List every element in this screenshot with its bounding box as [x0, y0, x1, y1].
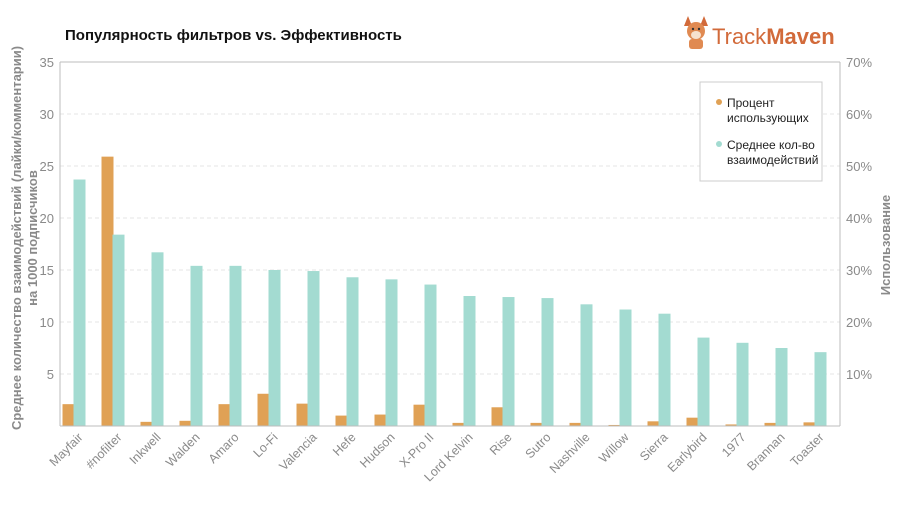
- bar-avg-engagement: [268, 270, 281, 426]
- x-tick-label: Earlybird: [665, 430, 710, 475]
- bar-percent-users: [257, 393, 270, 426]
- brand-logo: TrackMaven: [684, 16, 835, 49]
- bar-avg-engagement: [541, 298, 554, 426]
- x-tick-label: Toaster: [788, 430, 827, 469]
- bar-avg-engagement: [151, 252, 164, 426]
- left-axis-tick-label: 25: [40, 159, 54, 174]
- legend-label-percent-line1: Процент: [727, 96, 775, 110]
- bar-avg-engagement: [658, 313, 671, 426]
- left-axis-tick-label: 30: [40, 107, 54, 122]
- bar-avg-engagement: [619, 309, 632, 426]
- x-tick-label: #nofilter: [83, 430, 124, 471]
- x-tick-label: Hudson: [357, 430, 397, 470]
- bar-avg-engagement: [814, 352, 827, 426]
- bar-percent-users: [62, 404, 75, 426]
- bar-percent-users: [530, 422, 543, 426]
- bar-avg-engagement: [229, 265, 242, 426]
- x-tick-label: Brannan: [744, 430, 787, 473]
- x-tick-label: Willow: [596, 430, 632, 466]
- x-tick-label: Sierra: [637, 430, 671, 464]
- axes: [59, 61, 841, 427]
- bar-percent-users: [452, 422, 465, 426]
- bar-avg-engagement: [307, 271, 320, 426]
- left-axis-tick-label: 5: [47, 367, 54, 382]
- corgi-dog-icon: [684, 16, 708, 49]
- left-axis-tick-label: 35: [40, 55, 54, 70]
- right-axis-tick-label: 40%: [846, 211, 872, 226]
- bar-avg-engagement: [424, 284, 437, 426]
- gridlines: [60, 113, 840, 375]
- right-axis-tick-label: 60%: [846, 107, 872, 122]
- bar-percent-users: [491, 407, 504, 426]
- x-tick-label: Amaro: [206, 430, 242, 466]
- bar-avg-engagement: [385, 279, 398, 426]
- left-axis-title-line2: на 1000 подписчиков: [25, 170, 40, 306]
- right-axis-tick-label: 30%: [846, 263, 872, 278]
- bar-avg-engagement: [73, 179, 86, 426]
- legend-marker-percent: [716, 99, 722, 105]
- bar-percent-users: [140, 421, 153, 426]
- bar-percent-users: [764, 422, 777, 426]
- left-axis-tick-label: 20: [40, 211, 54, 226]
- bar-avg-engagement: [697, 337, 710, 426]
- bar-avg-engagement: [346, 277, 359, 426]
- bar-percent-users: [686, 417, 699, 426]
- bar-avg-engagement: [502, 297, 515, 426]
- x-tick-label: Rise: [487, 430, 515, 458]
- bar-avg-engagement: [580, 304, 593, 426]
- bar-percent-users: [413, 404, 426, 426]
- bar-avg-engagement: [190, 265, 203, 426]
- legend-label-percent-line2: использующих: [727, 111, 809, 125]
- bar-percent-users: [179, 420, 192, 426]
- left-axis-tick-label: 15: [40, 263, 54, 278]
- bar-avg-engagement: [736, 342, 749, 426]
- bar-percent-users: [218, 404, 231, 426]
- bar-percent-users: [608, 424, 621, 426]
- right-axis-ticks: 10% 20% 30% 40% 50% 60% 70%: [846, 55, 872, 382]
- left-axis-title-line1: Среднее количество взаимодействий (лайки…: [9, 46, 24, 430]
- category-labels: Mayfair#nofilter Inkwell Walden Amaro Lo-FiV…: [47, 430, 827, 485]
- right-axis-title: Использование: [878, 195, 893, 296]
- right-axis-tick-label: 70%: [846, 55, 872, 70]
- legend-label-engagement-line2: взаимодействий: [727, 153, 818, 167]
- bar-percent-users: [803, 422, 816, 426]
- bar-percent-users: [296, 403, 309, 426]
- x-tick-label: Nashville: [547, 430, 593, 476]
- brand-name: TrackMaven: [712, 24, 835, 49]
- x-tick-label: Valencia: [276, 430, 319, 473]
- left-axis-ticks: 5 10 15 20 25 30 35: [40, 55, 54, 382]
- legend-label-engagement-line1: Среднее кол-во: [727, 138, 815, 152]
- bar-percent-users: [335, 415, 348, 426]
- x-tick-label: Inkwell: [127, 430, 164, 467]
- x-tick-label: Lo-Fi: [251, 430, 281, 460]
- legend: Процент использующих Среднее кол-во взаи…: [699, 81, 823, 182]
- bar-percent-users: [725, 424, 738, 426]
- x-tick-label: Walden: [163, 430, 203, 470]
- legend-marker-engagement: [716, 141, 722, 147]
- bar-percent-users: [101, 156, 114, 426]
- right-axis-tick-label: 50%: [846, 159, 872, 174]
- x-tick-label: Hefe: [330, 430, 359, 459]
- right-axis-tick-label: 10%: [846, 367, 872, 382]
- bar-avg-engagement: [112, 234, 125, 426]
- bar-percent-users: [647, 421, 660, 426]
- bar-percent-users: [374, 414, 387, 426]
- right-axis-tick-label: 20%: [846, 315, 872, 330]
- legend-box: [699, 81, 823, 182]
- bar-avg-engagement: [775, 348, 788, 426]
- bars: [62, 156, 827, 426]
- x-tick-label: 1977: [719, 430, 749, 460]
- x-tick-label: Mayfair: [47, 430, 86, 469]
- bar-avg-engagement: [463, 296, 476, 426]
- chart-title: Популярность фильтров vs. Эффективность: [65, 27, 402, 44]
- bar-percent-users: [569, 422, 582, 426]
- left-axis-tick-label: 10: [40, 315, 54, 330]
- x-tick-label: Sutro: [523, 430, 554, 461]
